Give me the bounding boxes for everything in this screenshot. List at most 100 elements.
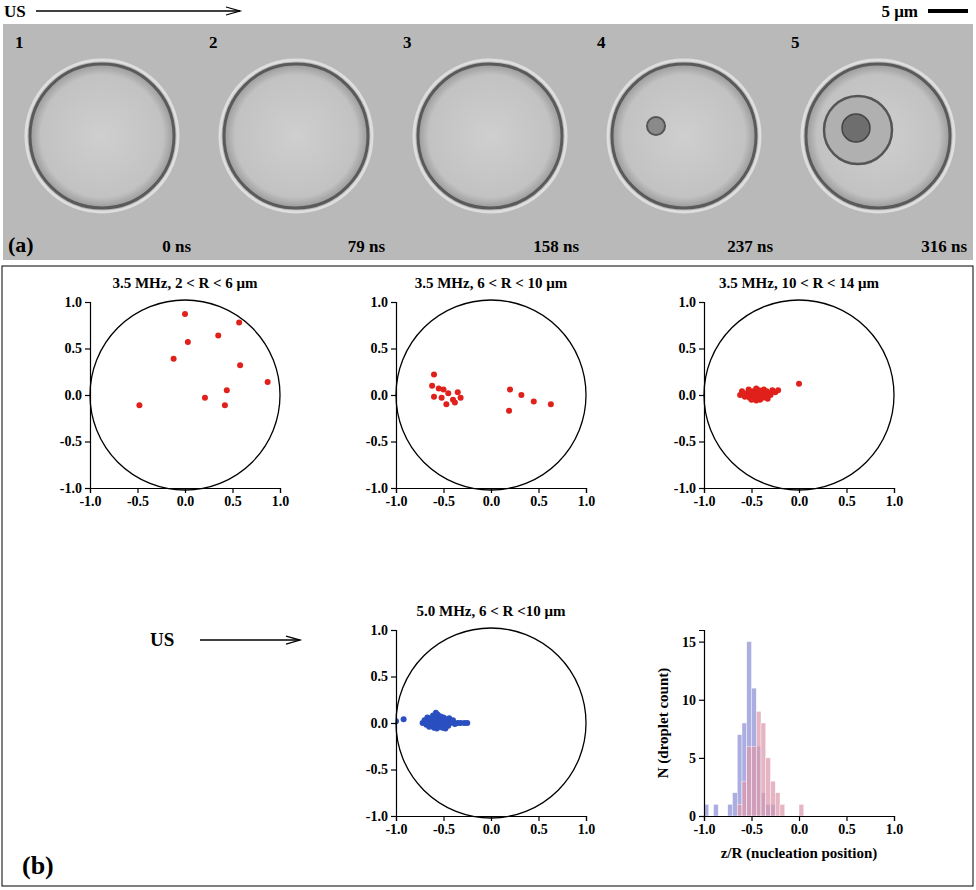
panel-b: (b)US3.5 MHz, 2 < R < 6 μm-1.0-0.50.00.5… bbox=[2, 266, 973, 886]
hist-bar bbox=[752, 746, 757, 816]
tick: -1.0 bbox=[674, 481, 704, 496]
hist-bar bbox=[756, 711, 761, 816]
scatter-chart: 3.5 MHz, 2 < R < 6 μm-1.0-0.50.00.51.0-1… bbox=[60, 275, 289, 509]
tick-mark bbox=[799, 488, 800, 493]
x-axis-line bbox=[705, 489, 895, 494]
us-arrow-b-shaft bbox=[200, 639, 300, 640]
point bbox=[237, 362, 243, 368]
us-arrow-b-head bbox=[286, 636, 300, 644]
tick-label: -1.0 bbox=[366, 809, 388, 824]
hist-bar bbox=[714, 804, 719, 816]
x-axis-line bbox=[397, 489, 587, 494]
tick: 0.5 bbox=[530, 816, 548, 837]
point bbox=[445, 390, 451, 396]
tick: 1.0 bbox=[371, 623, 397, 638]
tick: 0.5 bbox=[530, 488, 548, 509]
tick-label: 0.5 bbox=[679, 341, 697, 356]
figure: US5 μm10 ns279 ns3158 ns4237 ns5316 ns(a… bbox=[0, 0, 976, 890]
panel-a: US5 μm10 ns279 ns3158 ns4237 ns5316 ns(a… bbox=[3, 2, 973, 260]
tick-label: 0.0 bbox=[679, 388, 697, 403]
hist-bar bbox=[780, 804, 785, 816]
chart-title: 3.5 MHz, 10 < R < 14 μm bbox=[719, 275, 880, 291]
tick-mark bbox=[391, 395, 396, 396]
droplet-halo bbox=[414, 60, 566, 212]
tick-label: 0.0 bbox=[371, 716, 389, 731]
scatter-chart: 5.0 MHz, 6 < R <10 μm-1.0-0.50.00.51.0-1… bbox=[366, 603, 595, 837]
tick-mark bbox=[586, 816, 587, 821]
tick-mark bbox=[391, 723, 396, 724]
droplet bbox=[224, 64, 368, 208]
histogram-chart: z/R (nucleation position)N (droplet coun… bbox=[655, 631, 903, 863]
tick-label: 0.0 bbox=[483, 494, 501, 509]
point bbox=[775, 387, 781, 393]
frame-time: 316 ns bbox=[921, 237, 967, 256]
tick-mark bbox=[699, 302, 704, 303]
frame-time: 237 ns bbox=[727, 237, 773, 256]
tick-mark bbox=[391, 816, 396, 817]
frame-number: 5 bbox=[791, 33, 800, 52]
tick-mark bbox=[85, 395, 90, 396]
point bbox=[222, 402, 228, 408]
point bbox=[136, 402, 142, 408]
tick-mark bbox=[699, 441, 704, 442]
tick-label: 0.5 bbox=[224, 494, 242, 509]
tick: -0.5 bbox=[741, 816, 763, 837]
tick-label: 1.0 bbox=[371, 623, 389, 638]
direction-label: US bbox=[150, 629, 174, 650]
hist-bar bbox=[733, 793, 738, 816]
tick-label: 0.5 bbox=[530, 822, 548, 837]
point bbox=[236, 319, 242, 325]
tick: -0.5 bbox=[674, 434, 704, 449]
tick-label: 0.0 bbox=[371, 388, 389, 403]
tick-label: 1.0 bbox=[272, 494, 290, 509]
hist-bar bbox=[775, 793, 780, 816]
x-axis-line bbox=[91, 489, 281, 494]
unit-circle bbox=[704, 300, 894, 490]
tick-mark bbox=[391, 769, 396, 770]
unit-circle bbox=[90, 300, 280, 490]
frame: 4237 ns bbox=[597, 33, 773, 256]
hist-bar bbox=[766, 758, 771, 816]
tick-mark bbox=[391, 348, 396, 349]
droplet bbox=[30, 64, 174, 208]
tick-label: 0.5 bbox=[371, 341, 389, 356]
photo-strip bbox=[3, 24, 973, 260]
hist-bar bbox=[742, 781, 747, 816]
tick-mark bbox=[391, 441, 396, 442]
point bbox=[548, 401, 554, 407]
tick-label: 0.5 bbox=[371, 669, 389, 684]
tick: 5 bbox=[689, 751, 704, 766]
tick: -1.0 bbox=[385, 488, 407, 509]
hist-bar bbox=[742, 723, 747, 816]
us-arrow-a-shaft bbox=[36, 10, 240, 11]
us-arrow-a-head bbox=[226, 7, 240, 15]
tick-label: -1.0 bbox=[60, 481, 82, 496]
tick-mark bbox=[85, 302, 90, 303]
point bbox=[507, 386, 513, 392]
droplet bbox=[612, 64, 756, 208]
tick: -0.5 bbox=[741, 488, 763, 509]
vapor-bubble-ring bbox=[824, 96, 892, 164]
tick-label: -0.5 bbox=[60, 434, 82, 449]
y-axis-line bbox=[699, 303, 705, 489]
point bbox=[749, 397, 755, 403]
tick-mark bbox=[894, 488, 895, 493]
plot-area bbox=[737, 381, 802, 404]
tick: -0.5 bbox=[366, 434, 396, 449]
chart-title: 5.0 MHz, 6 < R <10 μm bbox=[417, 603, 566, 619]
plot-area bbox=[396, 710, 470, 732]
tick: -1.0 bbox=[366, 809, 396, 824]
tick-mark bbox=[699, 758, 704, 759]
tick-label: -1.0 bbox=[693, 494, 715, 509]
y-axis-line bbox=[391, 303, 397, 489]
tick-label: 0.5 bbox=[530, 494, 548, 509]
tick-mark bbox=[185, 488, 186, 493]
tick: -0.5 bbox=[60, 434, 90, 449]
tick-mark bbox=[699, 488, 704, 489]
x-axis-line bbox=[397, 817, 587, 822]
tick-label: -0.5 bbox=[366, 762, 388, 777]
hist-bar bbox=[728, 804, 733, 816]
x-axis: -1.0-0.50.00.51.0 bbox=[693, 488, 903, 509]
tick: 0.5 bbox=[679, 341, 705, 356]
vapor-bubble bbox=[842, 114, 870, 142]
